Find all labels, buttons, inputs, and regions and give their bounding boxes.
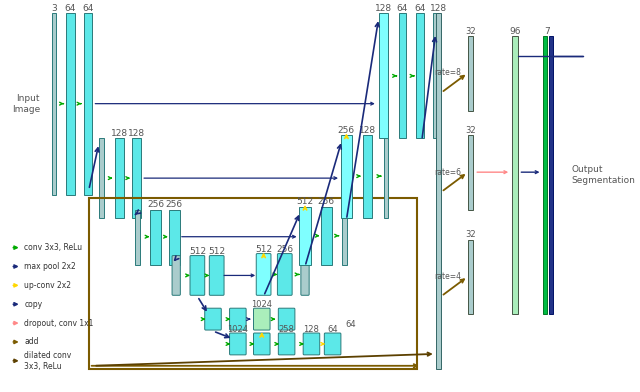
Text: 128: 128 xyxy=(303,325,319,334)
Bar xyxy=(135,210,140,265)
Text: rate=6: rate=6 xyxy=(435,168,461,177)
Bar xyxy=(417,13,424,138)
Bar xyxy=(150,210,161,265)
FancyBboxPatch shape xyxy=(253,308,270,330)
Text: 256: 256 xyxy=(338,126,355,135)
Bar xyxy=(99,138,104,218)
Text: 64: 64 xyxy=(65,4,76,13)
FancyBboxPatch shape xyxy=(303,333,320,355)
Text: 512: 512 xyxy=(296,198,314,207)
Text: 3: 3 xyxy=(51,4,57,13)
FancyBboxPatch shape xyxy=(172,256,180,295)
FancyBboxPatch shape xyxy=(277,254,292,295)
Bar xyxy=(436,13,441,369)
Text: dropout, conv 1x1: dropout, conv 1x1 xyxy=(24,319,94,328)
Bar xyxy=(543,36,547,314)
Text: 64: 64 xyxy=(414,4,426,13)
Text: 64: 64 xyxy=(82,4,93,13)
Bar xyxy=(299,207,312,265)
Bar xyxy=(379,13,388,138)
Text: 32: 32 xyxy=(465,27,476,36)
Bar xyxy=(383,135,388,218)
Text: 512: 512 xyxy=(255,245,272,254)
FancyBboxPatch shape xyxy=(256,254,271,295)
Text: 64: 64 xyxy=(327,325,338,334)
FancyBboxPatch shape xyxy=(190,256,205,295)
Text: 32: 32 xyxy=(465,126,476,135)
Text: 32: 32 xyxy=(465,230,476,239)
Text: Input
Image: Input Image xyxy=(12,94,40,114)
Text: 64: 64 xyxy=(397,4,408,13)
Text: rate=4: rate=4 xyxy=(435,272,461,281)
Bar xyxy=(52,13,56,195)
Text: up-conv 2x2: up-conv 2x2 xyxy=(24,281,72,290)
Bar xyxy=(115,138,124,218)
Text: 7: 7 xyxy=(544,27,550,36)
Text: max pool 2x2: max pool 2x2 xyxy=(24,262,76,271)
FancyBboxPatch shape xyxy=(230,308,246,330)
Bar xyxy=(549,36,552,314)
FancyBboxPatch shape xyxy=(253,333,270,355)
FancyBboxPatch shape xyxy=(301,254,309,295)
FancyBboxPatch shape xyxy=(209,256,224,295)
Text: 512: 512 xyxy=(208,247,225,256)
Bar xyxy=(67,13,74,195)
Text: 128: 128 xyxy=(128,129,145,138)
Text: conv 3x3, ReLu: conv 3x3, ReLu xyxy=(24,243,83,252)
Bar xyxy=(169,210,180,265)
Text: add: add xyxy=(24,338,39,347)
Text: 1024: 1024 xyxy=(252,300,272,309)
FancyBboxPatch shape xyxy=(205,308,221,330)
Text: 256: 256 xyxy=(166,200,183,209)
Text: 256: 256 xyxy=(276,245,293,254)
Text: 512: 512 xyxy=(189,247,206,256)
Text: 96: 96 xyxy=(509,27,520,36)
FancyBboxPatch shape xyxy=(230,333,246,355)
FancyBboxPatch shape xyxy=(278,308,295,330)
Text: 128: 128 xyxy=(111,129,128,138)
Bar xyxy=(84,13,92,195)
Text: 128: 128 xyxy=(430,4,447,13)
Bar xyxy=(511,36,518,314)
Bar xyxy=(363,135,372,218)
Text: rate=8: rate=8 xyxy=(435,68,461,77)
Text: 258: 258 xyxy=(278,325,294,334)
Text: dilated conv
3x3, ReLu: dilated conv 3x3, ReLu xyxy=(24,351,72,370)
Bar xyxy=(433,13,438,138)
Bar xyxy=(132,138,141,218)
Bar xyxy=(468,240,473,314)
Text: 128: 128 xyxy=(374,4,392,13)
Bar xyxy=(89,198,417,369)
Bar xyxy=(468,135,473,210)
Text: 64: 64 xyxy=(346,319,356,328)
Text: copy: copy xyxy=(24,300,42,309)
Bar xyxy=(468,36,473,111)
Text: 256: 256 xyxy=(147,200,164,209)
Text: 1024: 1024 xyxy=(227,325,248,334)
Text: 256: 256 xyxy=(317,198,335,207)
Text: Output
Segmentation: Output Segmentation xyxy=(572,165,636,185)
Bar xyxy=(399,13,406,138)
Bar xyxy=(342,207,348,265)
FancyBboxPatch shape xyxy=(278,333,295,355)
Text: 128: 128 xyxy=(359,126,376,135)
Bar xyxy=(321,207,332,265)
Bar xyxy=(341,135,352,218)
FancyBboxPatch shape xyxy=(324,333,341,355)
